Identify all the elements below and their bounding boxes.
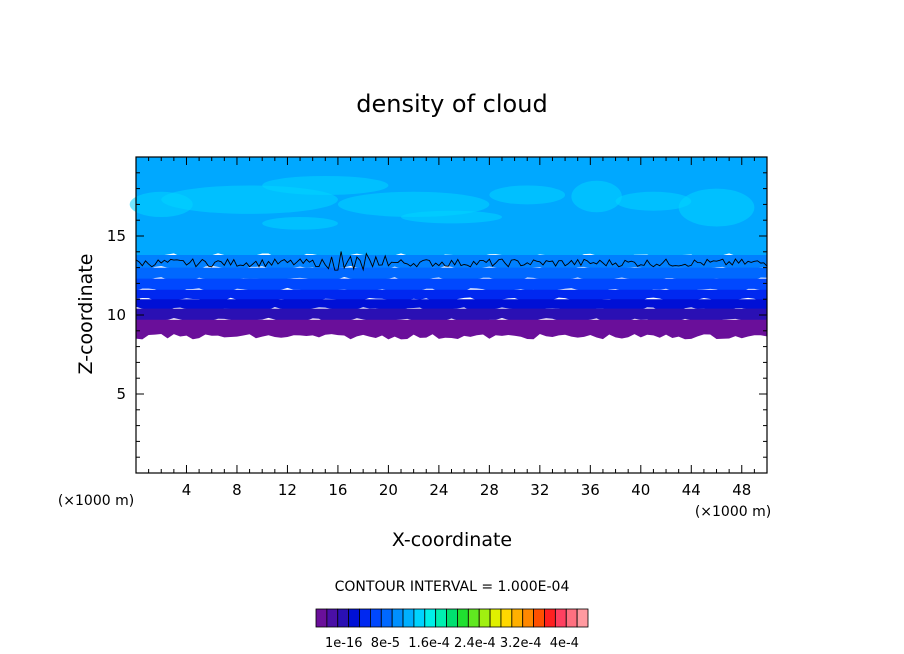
y-tick-label: 5	[116, 385, 126, 403]
colorbar-swatch	[467, 608, 480, 628]
x-axis-unit: (×1000 m)	[695, 504, 771, 520]
x-tick-label: 28	[480, 481, 499, 499]
x-tick-label: 44	[682, 481, 701, 499]
colorbar-swatch	[544, 608, 556, 628]
colorbar-swatch	[446, 608, 458, 628]
cloud-density-bands	[136, 157, 767, 340]
density-band	[136, 278, 767, 294]
y-axis-label: Z-coordinate	[75, 254, 97, 375]
colorbar-swatch	[576, 608, 589, 628]
chart-title: density of cloud	[356, 90, 547, 118]
x-tick-label: 4	[182, 481, 192, 499]
colorbar-swatch	[533, 608, 545, 628]
x-tick-label: 32	[530, 481, 549, 499]
cloud-highlight	[678, 188, 755, 227]
x-tick-label: 24	[429, 481, 448, 499]
colorbar	[315, 608, 589, 628]
cloud-highlight	[489, 185, 566, 205]
cloud-highlight	[262, 217, 338, 230]
colorbar-swatch	[435, 608, 447, 628]
x-tick-label: 36	[581, 481, 600, 499]
x-tick-label: 8	[232, 481, 242, 499]
cloud-highlight	[129, 191, 193, 218]
colorbar-swatch	[554, 608, 567, 628]
x-tick-label: 48	[732, 481, 751, 499]
colorbar-swatch	[348, 608, 360, 628]
colorbar-swatch	[315, 608, 328, 628]
x-axis-label: X-coordinate	[392, 529, 512, 551]
colorbar-swatch	[500, 608, 513, 628]
x-tick-label: 40	[631, 481, 650, 499]
x-tick-label: 16	[328, 481, 347, 499]
contour-interval-text: CONTOUR INTERVAL = 1.000E-04	[335, 579, 570, 595]
colorbar-swatch	[369, 608, 382, 628]
y-axis-unit: (×1000 m)	[58, 493, 134, 509]
colorbar-swatch	[457, 608, 469, 628]
x-axis-ticks: 4 8 12 16 20 24 28 32 36 40 44 48	[148, 157, 755, 499]
colorbar-labels: 1e-16 8e-5 1.6e-4 2.4e-4 3.2e-4 4e-4	[325, 636, 579, 651]
cloud-highlight-patches	[129, 175, 755, 230]
cloud-highlight	[615, 191, 692, 211]
colorbar-swatch	[489, 608, 502, 628]
colorbar-swatch	[565, 608, 578, 628]
colorbar-swatch	[380, 608, 393, 628]
colorbar-swatch	[326, 608, 339, 628]
colorbar-swatch	[511, 608, 524, 628]
colorbar-swatch	[337, 608, 350, 628]
colorbar-swatch	[522, 608, 534, 628]
x-tick-label: 20	[379, 481, 398, 499]
x-tick-label: 12	[278, 481, 297, 499]
colorbar-swatch	[413, 608, 426, 628]
cloud-highlight	[262, 175, 389, 195]
colorbar-swatch	[359, 608, 371, 628]
y-axis-ticks: 5 10 15	[107, 172, 767, 458]
colorbar-swatch	[402, 608, 415, 628]
cloud-highlight	[401, 210, 502, 224]
contour-line	[135, 251, 768, 272]
cloud-highlight	[571, 180, 622, 213]
y-tick-label: 15	[107, 227, 126, 245]
y-tick-label: 10	[107, 306, 126, 324]
colorbar-swatch	[478, 608, 491, 628]
colorbar-swatch	[391, 608, 404, 628]
density-band	[136, 319, 767, 340]
colorbar-swatch	[424, 608, 437, 628]
